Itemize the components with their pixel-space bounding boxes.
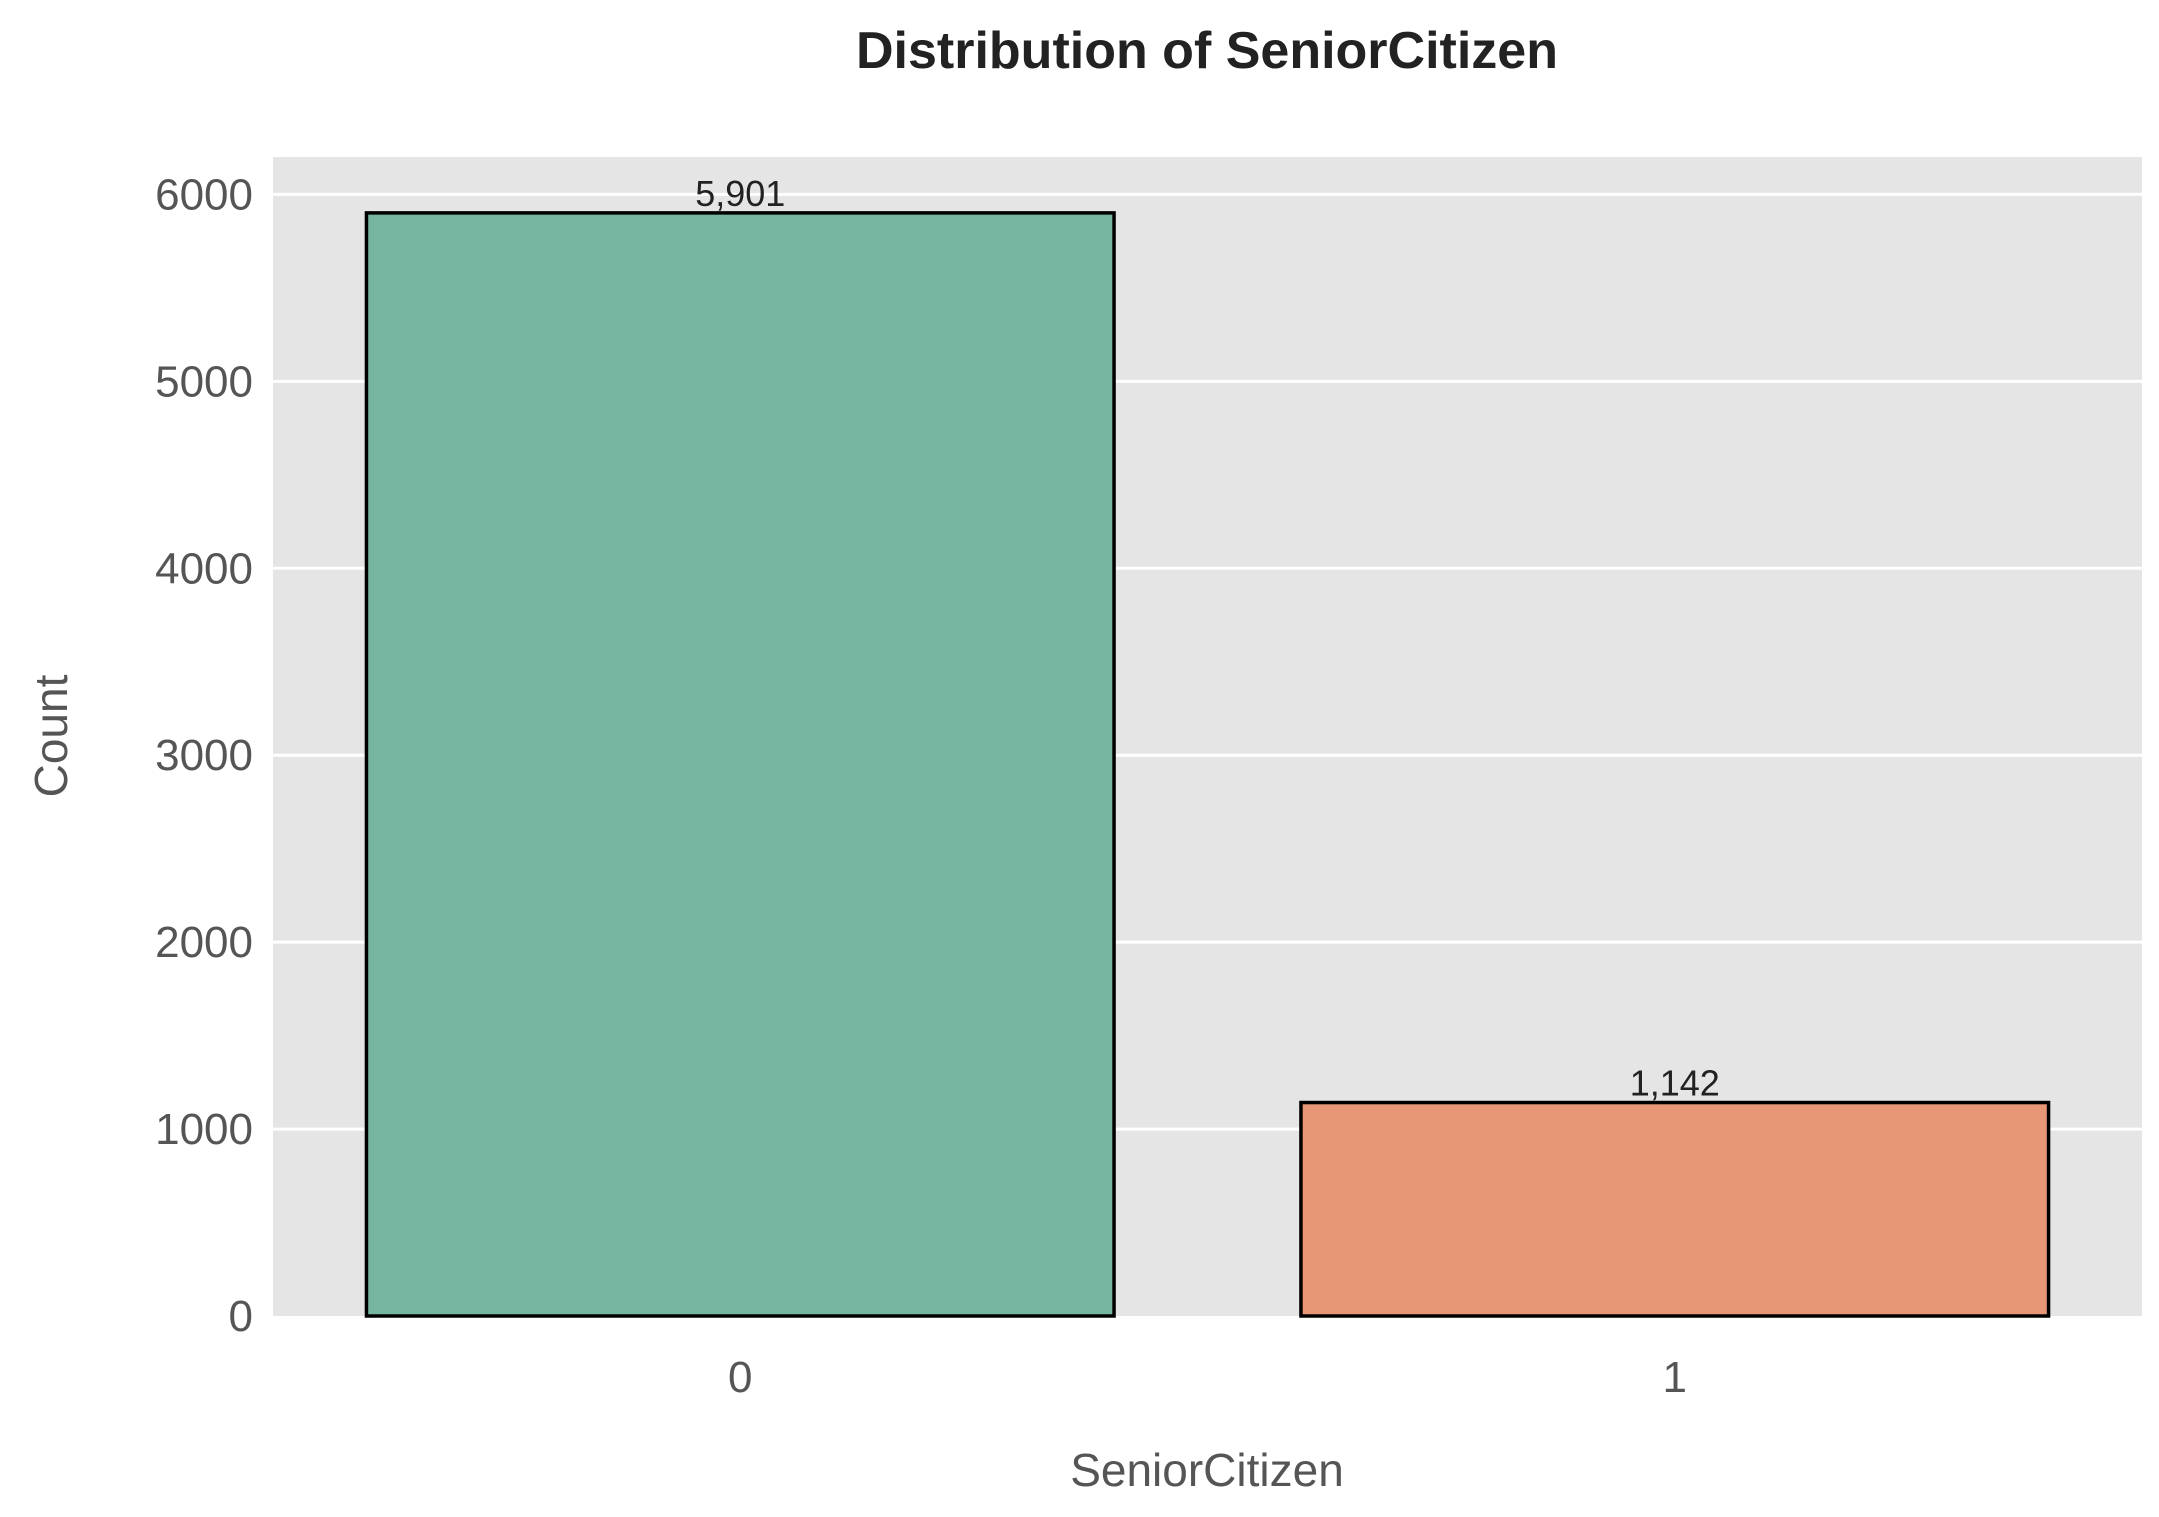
chart-title: Distribution of SeniorCitizen xyxy=(856,22,1558,80)
y-tick-label: 3000 xyxy=(155,731,253,780)
y-tick-label: 5000 xyxy=(155,357,253,406)
data-labels: 5,901 1,142 xyxy=(695,173,1720,1104)
y-axis-label: Count xyxy=(25,674,77,797)
y-tick-label: 0 xyxy=(229,1292,253,1341)
bar-1 xyxy=(1299,1100,2051,1318)
y-tick-label: 2000 xyxy=(155,918,253,967)
y-axis-ticks: 0 1000 2000 3000 4000 5000 6000 xyxy=(155,170,253,1341)
y-tick-label: 1000 xyxy=(155,1105,253,1154)
data-label: 1,142 xyxy=(1630,1063,1720,1104)
x-tick-label: 1 xyxy=(1663,1353,1687,1402)
y-tick-label: 6000 xyxy=(155,170,253,219)
data-label: 5,901 xyxy=(695,173,785,214)
y-tick-label: 4000 xyxy=(155,544,253,593)
x-axis-label: SeniorCitizen xyxy=(1070,1444,1344,1496)
bar-0 xyxy=(364,211,1116,1318)
bars xyxy=(364,211,2051,1318)
x-tick-label: 0 xyxy=(728,1353,752,1402)
